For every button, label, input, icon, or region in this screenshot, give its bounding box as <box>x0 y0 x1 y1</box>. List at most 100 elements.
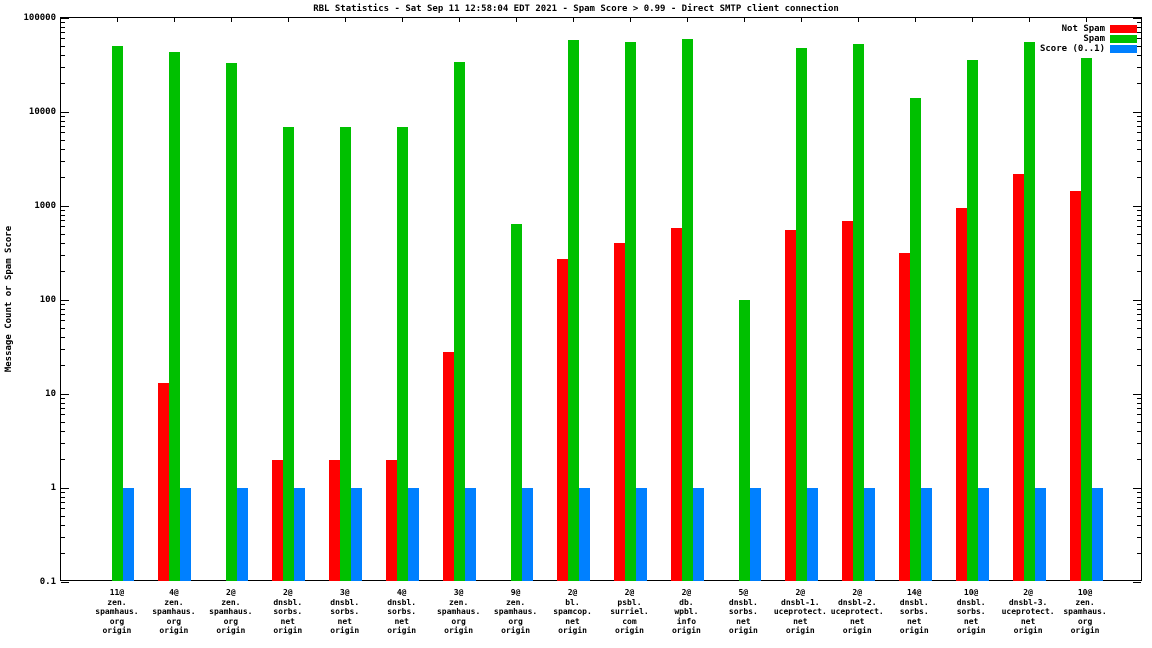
y-major-tick <box>1133 581 1141 583</box>
bar-spam <box>283 126 295 581</box>
y-minor-tick <box>61 45 65 47</box>
bar-not-spam <box>898 252 910 581</box>
bar-score <box>294 488 306 581</box>
y-minor-tick <box>1137 515 1141 517</box>
x-axis-label: 9@ zen. spamhaus. org origin <box>493 588 538 635</box>
legend-item: Not Spam <box>1040 24 1137 34</box>
y-tick-label: 100000 <box>23 13 56 23</box>
y-minor-tick <box>61 502 65 504</box>
y-minor-tick <box>61 459 65 461</box>
bar-spam <box>454 62 466 581</box>
bar-not-spam <box>955 208 967 581</box>
y-minor-tick <box>61 254 65 256</box>
y-minor-tick <box>1137 220 1141 222</box>
bar-spam <box>1023 42 1035 581</box>
x-tick <box>459 18 461 22</box>
y-minor-tick <box>1137 83 1141 85</box>
y-minor-tick <box>61 397 65 399</box>
y-minor-tick <box>1137 21 1141 23</box>
x-axis-label: 11@ zen. spamhaus. org origin <box>95 588 139 635</box>
y-minor-tick <box>61 120 65 122</box>
bar-not-spam <box>329 459 341 581</box>
y-tick-label: 1 <box>50 483 56 493</box>
y-tick-label: 100 <box>39 295 56 305</box>
bar-not-spam <box>784 229 796 581</box>
y-tick-label: 10 <box>45 389 56 399</box>
y-major-tick <box>1133 111 1141 113</box>
y-minor-tick <box>1137 45 1141 47</box>
bar-not-spam <box>841 220 853 581</box>
y-minor-tick <box>1137 348 1141 350</box>
y-minor-tick <box>1137 54 1141 56</box>
y-minor-tick <box>1137 496 1141 498</box>
y-minor-tick <box>61 26 65 28</box>
y-minor-tick <box>61 139 65 141</box>
bar-score <box>749 488 761 581</box>
bar-spam <box>1080 57 1092 581</box>
y-minor-tick <box>61 21 65 23</box>
y-minor-tick <box>1137 126 1141 128</box>
legend-swatch <box>1110 34 1137 43</box>
y-minor-tick <box>1137 233 1141 235</box>
plot-area: Not Spam Spam Score (0..1) 0.1 1 10 100 1000 10… <box>23 13 1142 587</box>
x-tick <box>914 18 916 22</box>
bar-not-spam <box>1069 190 1081 581</box>
y-major-tick <box>61 205 69 207</box>
y-minor-tick <box>61 430 65 432</box>
x-tick <box>231 18 233 22</box>
y-minor-tick <box>61 214 65 216</box>
y-minor-tick <box>61 66 65 68</box>
x-axis-label: 10@ dnsbl. sorbs. net origin <box>956 588 986 635</box>
y-major-tick <box>61 299 69 301</box>
bar-score <box>635 488 647 581</box>
x-axis-label: 14@ dnsbl. sorbs. net origin <box>899 588 929 635</box>
chart-title: RBL Statistics - Sat Sep 11 12:58:04 EDT… <box>313 4 839 14</box>
x-axis-label: 2@ bl. spamcop. net origin <box>553 588 592 635</box>
y-minor-tick <box>1137 524 1141 526</box>
y-minor-tick <box>1137 397 1141 399</box>
y-minor-tick <box>61 54 65 56</box>
bar-spam <box>340 126 352 581</box>
y-minor-tick <box>61 348 65 350</box>
x-axis-label: 2@ dnsbl. sorbs. net origin <box>273 588 303 635</box>
y-minor-tick <box>61 421 65 423</box>
x-axis-label: 2@ db. wpbl. info origin <box>671 588 701 635</box>
y-minor-tick <box>61 242 65 244</box>
y-minor-tick <box>1137 209 1141 211</box>
bar-not-spam <box>443 351 455 581</box>
x-tick <box>117 18 119 22</box>
y-tick-label: 0.1 <box>39 577 56 587</box>
y-minor-tick <box>61 115 65 117</box>
y-minor-tick <box>61 402 65 404</box>
x-tick <box>402 18 404 22</box>
y-minor-tick <box>1137 459 1141 461</box>
y-minor-tick <box>61 314 65 316</box>
y-minor-tick <box>1137 491 1141 493</box>
bar-spam <box>909 98 921 581</box>
x-axis-label: 4@ dnsbl. sorbs. net origin <box>387 588 417 635</box>
y-minor-tick <box>61 209 65 211</box>
legend-swatch <box>1110 24 1137 33</box>
bar-spam <box>966 59 978 581</box>
bar-score <box>692 488 704 581</box>
y-minor-tick <box>61 496 65 498</box>
x-tick <box>174 18 176 22</box>
y-minor-tick <box>61 508 65 510</box>
bar-score <box>977 488 989 581</box>
y-minor-tick <box>61 414 65 416</box>
y-major-tick <box>61 581 69 583</box>
bar-spam <box>795 47 807 581</box>
y-minor-tick <box>61 491 65 493</box>
legend: Not Spam Spam Score (0..1) <box>1040 24 1137 54</box>
bar-spam <box>624 42 636 581</box>
y-minor-tick <box>61 148 65 150</box>
y-tick-label: 10000 <box>28 107 56 117</box>
y-minor-tick <box>1137 177 1141 179</box>
y-minor-tick <box>1137 502 1141 504</box>
y-minor-tick <box>61 160 65 162</box>
bar-spam <box>852 43 864 581</box>
x-tick <box>800 18 802 22</box>
y-minor-tick <box>1137 254 1141 256</box>
y-minor-tick <box>1137 26 1141 28</box>
